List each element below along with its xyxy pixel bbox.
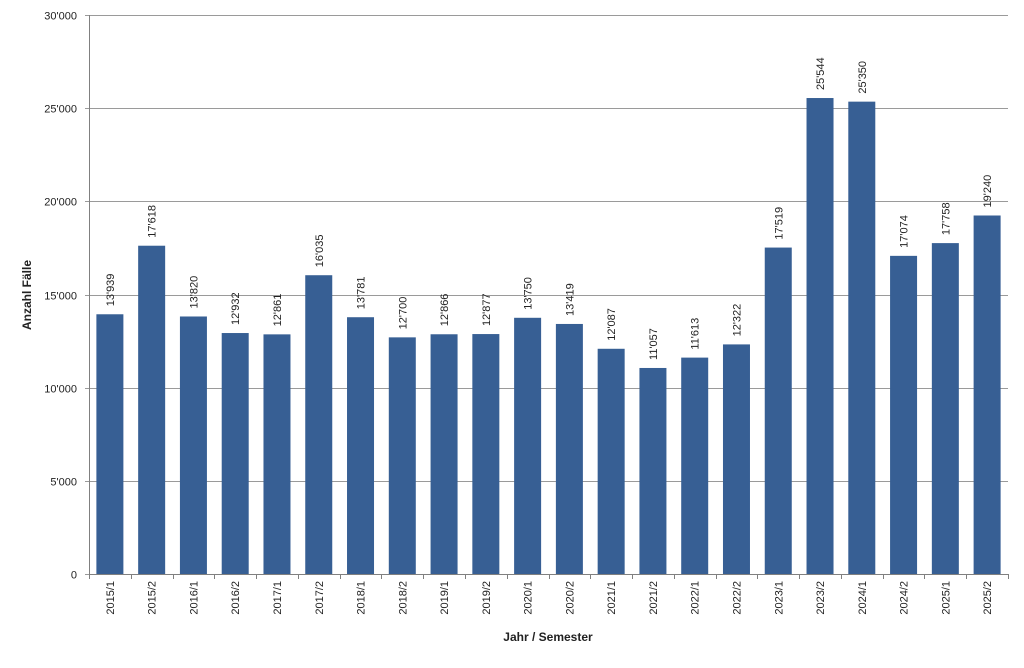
bar-value-label: 12'877 <box>481 293 493 326</box>
bar <box>681 357 709 574</box>
y-tick-label: 25'000 <box>44 104 77 116</box>
bar-value-label: 17'074 <box>899 215 911 248</box>
x-tick-label: 2021/1 <box>606 581 618 615</box>
x-tick-label: 2021/2 <box>648 581 660 615</box>
bar-value-label: 25'544 <box>815 57 827 90</box>
bar-value-label: 11'057 <box>648 328 660 360</box>
x-axis-title: Jahr / Semester <box>503 630 593 644</box>
x-tick-label: 2015/2 <box>147 581 159 615</box>
bar-value-label: 17'758 <box>940 202 952 235</box>
bar-value-label: 13'939 <box>105 274 117 307</box>
bar <box>221 333 249 574</box>
bar <box>764 247 792 575</box>
x-tick-label: 2019/2 <box>481 581 493 615</box>
bar-value-label: 17'618 <box>147 205 159 238</box>
x-tick-label: 2020/1 <box>523 581 535 615</box>
x-tick-label: 2025/2 <box>982 581 994 615</box>
bar <box>514 317 542 574</box>
bar-value-label: 13'820 <box>188 276 200 309</box>
y-tick-label: 5'000 <box>50 477 77 489</box>
y-tick-label: 30'000 <box>44 11 77 23</box>
y-tick-label: 15'000 <box>44 291 77 303</box>
y-tick-label: 20'000 <box>44 197 77 209</box>
bar-value-label: 25'350 <box>857 61 869 94</box>
x-tick-label: 2018/1 <box>356 581 368 615</box>
bar <box>806 98 834 574</box>
x-tick-label: 2020/2 <box>564 581 576 615</box>
bar-value-label: 12'866 <box>439 294 451 327</box>
bar <box>138 245 166 574</box>
bar-value-label: 13'781 <box>356 277 368 310</box>
bar-value-label: 12'322 <box>731 304 743 337</box>
x-axis-tick-labels: 2015/1 2015/2 2016/1 2016/2 2017/1 2017/2 2018… <box>105 581 994 615</box>
x-tick-label: 2024/2 <box>899 581 911 615</box>
bar-value-label: 12'932 <box>230 292 242 325</box>
bar-value-label: 13'419 <box>564 283 576 316</box>
x-tick-label: 2018/2 <box>397 581 409 615</box>
x-tick-label: 2017/1 <box>272 581 284 615</box>
x-tick-label: 2022/2 <box>731 581 743 615</box>
x-tick-label: 2016/2 <box>230 581 242 615</box>
bar-value-label: 19'240 <box>982 175 994 208</box>
bar-value-label: 12'087 <box>606 308 618 341</box>
bar-value-labels: 13'939 17'618 13'820 12'932 12'861 16'035 13'7… <box>105 57 994 360</box>
x-tick-label: 2025/1 <box>940 581 952 615</box>
x-tick-label: 2024/1 <box>857 581 869 615</box>
bar <box>305 275 333 574</box>
bar <box>973 215 1001 574</box>
x-tick-label: 2015/1 <box>105 581 117 615</box>
bars <box>96 98 1001 575</box>
bar-value-label: 12'861 <box>272 294 284 327</box>
y-axis-title: Anzahl Fälle <box>20 260 34 330</box>
bar-value-label: 17'519 <box>773 207 785 240</box>
bar <box>263 334 291 574</box>
x-tick-label: 2017/2 <box>314 581 326 615</box>
bar <box>179 316 207 574</box>
bar <box>722 344 750 574</box>
y-tick-label: 0 <box>71 570 77 582</box>
bar <box>347 317 375 574</box>
bar <box>597 348 625 574</box>
x-tick-label: 2019/1 <box>439 581 451 615</box>
bar-value-label: 16'035 <box>314 235 326 268</box>
axes <box>89 15 1009 579</box>
bar-value-label: 11'613 <box>690 318 702 350</box>
bar <box>388 337 416 574</box>
bar-value-label: 12'700 <box>397 297 409 330</box>
bar <box>848 101 876 575</box>
bar <box>931 243 959 575</box>
bar-value-label: 13'750 <box>523 277 535 310</box>
bar <box>96 314 124 574</box>
bar <box>472 334 500 574</box>
x-tick-label: 2023/2 <box>815 581 827 615</box>
y-tick-label: 10'000 <box>44 384 77 396</box>
x-tick-label: 2023/1 <box>773 581 785 615</box>
y-axis-tick-labels: 0 5'000 10'000 15'000 20'000 25'000 30'000 <box>44 11 77 582</box>
x-tick-label: 2016/1 <box>188 581 200 615</box>
bar <box>639 367 667 574</box>
x-tick-label: 2022/1 <box>690 581 702 615</box>
bar <box>890 255 918 574</box>
bar <box>430 334 458 574</box>
bar <box>555 323 583 574</box>
